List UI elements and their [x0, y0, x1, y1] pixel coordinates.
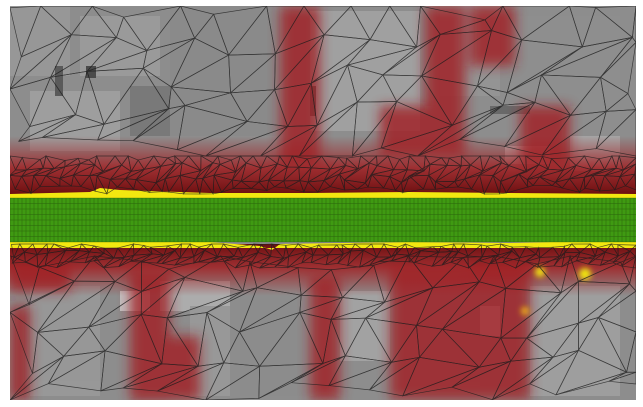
structured-channel-grid	[10, 197, 636, 243]
channel-edge-north	[10, 188, 636, 200]
red-band-south	[10, 244, 636, 296]
mesh-triangle	[620, 256, 636, 269]
mesh-triangle	[634, 174, 636, 190]
triangular-mesh	[10, 6, 636, 400]
mesh-triangle	[595, 109, 636, 157]
mesh-viewport[interactable]	[10, 6, 636, 400]
mesh-triangle	[608, 371, 636, 385]
mesh-canvas[interactable]	[10, 6, 636, 400]
